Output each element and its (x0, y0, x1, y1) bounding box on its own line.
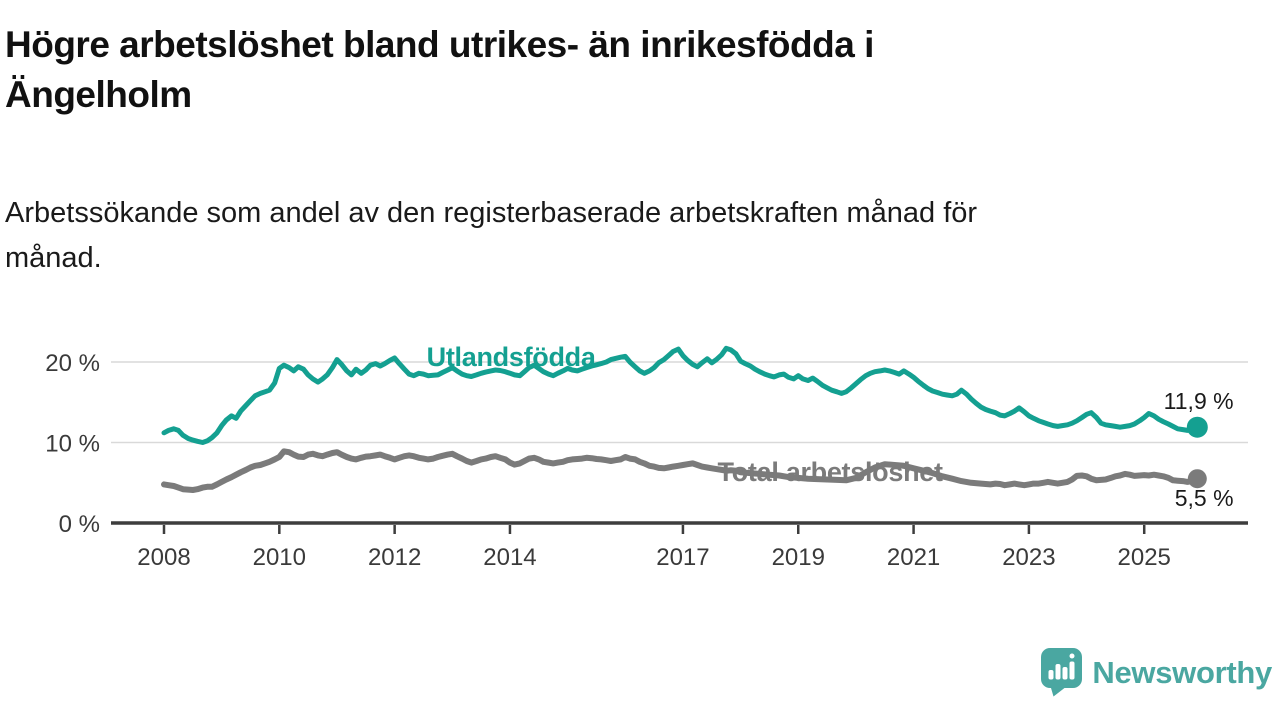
newsworthy-logo: Newsworthy (1041, 648, 1272, 697)
y-axis-tick-label: 20 % (45, 350, 100, 377)
y-axis-tick-label: 10 % (45, 431, 100, 458)
chart-title: Högre arbetslöshet bland utrikes- än inr… (5, 20, 1155, 120)
x-axis-tick-label: 2008 (137, 544, 190, 571)
series-end-dot-utlandsfodda (1186, 416, 1208, 438)
x-axis-tick-label: 2021 (887, 544, 940, 571)
y-axis-tick-label: 0 % (59, 511, 100, 538)
x-axis-tick-label: 2019 (772, 544, 825, 571)
x-axis-tick-label: 2023 (1002, 544, 1055, 571)
series-name-label-utlandsfodda: Utlandsfödda (427, 342, 597, 372)
chart-title-line-1: Högre arbetslöshet bland utrikes- än inr… (5, 24, 874, 65)
chart-title-line-2: Ängelholm (5, 74, 192, 115)
chart-subtitle-line-2: månad. (5, 242, 102, 274)
series-end-dot-total (1187, 469, 1207, 489)
x-axis-tick-label: 2010 (253, 544, 306, 571)
series-name-label-total: Total arbetslöshet (718, 457, 943, 487)
series-line-utlandsfodda (161, 345, 1200, 445)
newsworthy-wordmark: Newsworthy (1092, 654, 1272, 690)
unemployment-line-chart: 20 % 10 % 0 % 2008 2010 2012 2014 2017 2019 2021 2… (45, 342, 1248, 571)
bar-chart-speech-bubble-icon (1041, 648, 1083, 697)
series-line-total (161, 448, 1201, 493)
chart-subtitle-line-1: Arbetssökande som andel av den registerb… (5, 197, 978, 229)
x-axis-tick-label: 2012 (368, 544, 421, 571)
x-axis-tick-label: 2017 (656, 544, 709, 571)
series-value-label-utlandsfodda: 11,9 % (1164, 388, 1234, 414)
chart-subtitle: Arbetssökande som andel av den registerb… (5, 191, 1205, 281)
series-value-label-total: 5,5 % (1175, 485, 1234, 511)
x-axis-tick-label: 2025 (1118, 544, 1171, 571)
x-axis-tick-label: 2014 (483, 544, 536, 571)
